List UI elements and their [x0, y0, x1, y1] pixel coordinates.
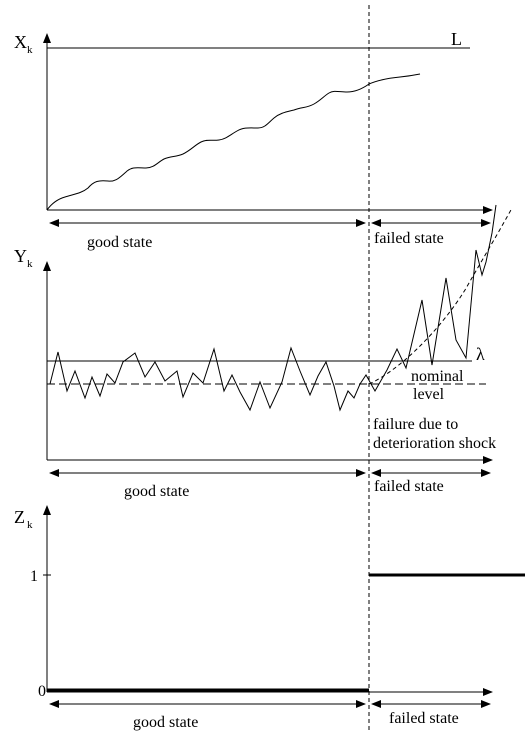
z-tick-one-label: 1 — [30, 568, 38, 585]
panel-x: X k L good state failed state — [14, 29, 492, 251]
z-axis-label: Z — [14, 507, 25, 527]
x-threshold-label: L — [451, 29, 462, 49]
y-axis-label: Y — [14, 246, 27, 266]
panel-z: Z k 1 0 good state failed state — [14, 506, 525, 731]
y-failure-label-1: failure due to — [373, 416, 458, 433]
y-good-state-label: good state — [124, 483, 189, 500]
z-failed-state-label: failed state — [389, 710, 459, 727]
x-axis-label: X — [14, 32, 27, 52]
z-good-state-label: good state — [133, 714, 198, 731]
z-axis-subscript: k — [27, 519, 33, 531]
y-failed-state-label: failed state — [374, 478, 444, 495]
x-degradation-path — [47, 74, 420, 210]
y-failure-label-2: deterioration shock — [373, 435, 496, 452]
x-axis-subscript: k — [27, 44, 33, 56]
y-nominal-label-2: level — [413, 386, 445, 403]
z-tick-zero-label: 0 — [38, 683, 46, 700]
y-nominal-label-1: nominal — [411, 368, 464, 385]
x-failed-state-label: failed state — [374, 230, 444, 247]
x-good-state-label: good state — [87, 234, 152, 251]
y-axis-subscript: k — [27, 258, 33, 270]
y-threshold-label: λ — [476, 344, 485, 364]
